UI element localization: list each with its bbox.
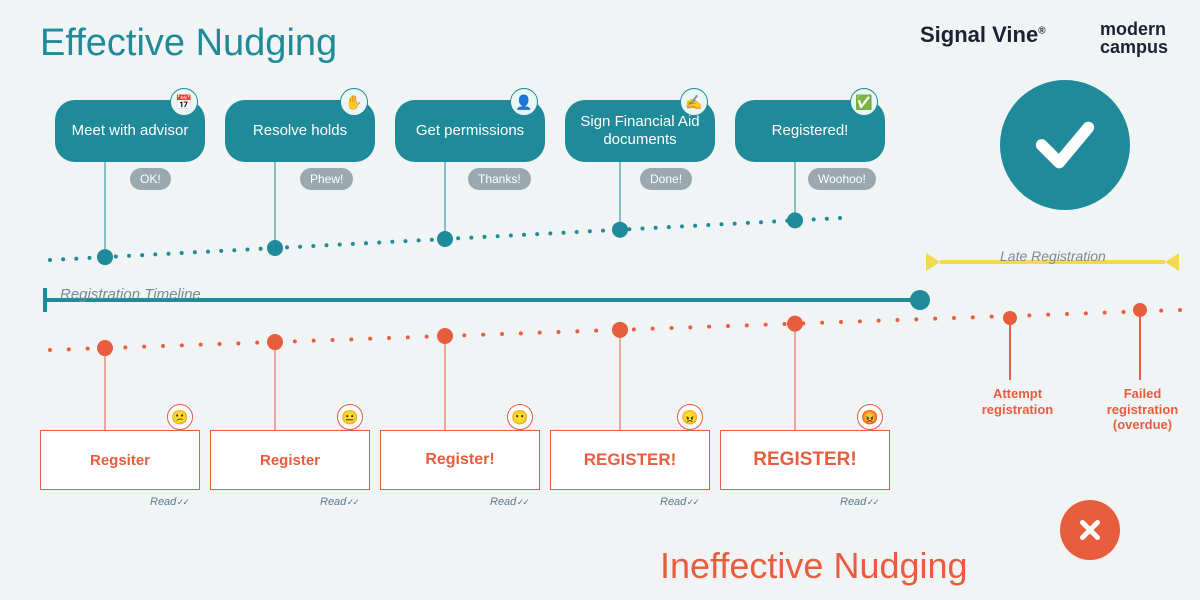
ineffective-emoji-3: 😠 — [677, 404, 703, 430]
effective-step-icon-2: 👤 — [510, 88, 538, 116]
ineffective-emoji-1: 😐 — [337, 404, 363, 430]
logo-signalvine: Signal Vine® — [920, 22, 1046, 48]
ineffective-step-3: REGISTER! — [550, 430, 710, 490]
ineffective-emoji-2: 😶 — [507, 404, 533, 430]
failure-label-0: Attempt registration — [970, 386, 1065, 417]
ineffective-step-1: Register — [210, 430, 370, 490]
ineffective-step-2: Register! — [380, 430, 540, 490]
ineffective-emoji-4: 😡 — [857, 404, 883, 430]
success-check-icon — [1000, 80, 1130, 210]
late-registration-label: Late Registration — [1000, 248, 1106, 264]
read-receipt-0: Read — [150, 496, 188, 508]
effective-reply-2: Thanks! — [468, 168, 531, 190]
effective-reply-4: Woohoo! — [808, 168, 876, 190]
failure-cross-icon — [1060, 500, 1120, 560]
failure-label-1: Failed registration (overdue) — [1095, 386, 1190, 433]
title-ineffective: Ineffective Nudging — [660, 545, 968, 587]
read-receipt-4: Read — [840, 496, 878, 508]
logo-signalvine-text: Signal Vine — [920, 22, 1038, 47]
ineffective-step-4: REGISTER! — [720, 430, 890, 490]
read-receipt-2: Read — [490, 496, 528, 508]
read-receipt-1: Read — [320, 496, 358, 508]
effective-step-icon-3: ✍️ — [680, 88, 708, 116]
read-receipt-3: Read — [660, 496, 698, 508]
ineffective-emoji-0: 😕 — [167, 404, 193, 430]
effective-step-icon-1: ✋ — [340, 88, 368, 116]
title-effective: Effective Nudging — [40, 22, 337, 65]
effective-step-icon-4: ✅ — [850, 88, 878, 116]
timeline-label: Registration Timeline — [60, 286, 201, 303]
logo-mc-line2: campus — [1100, 38, 1168, 56]
ineffective-step-0: Regsiter — [40, 430, 200, 490]
effective-reply-1: Phew! — [300, 168, 353, 190]
effective-step-icon-0: 📅 — [170, 88, 198, 116]
logo-mc-line1: modern — [1100, 20, 1168, 38]
effective-reply-0: OK! — [130, 168, 171, 190]
effective-reply-3: Done! — [640, 168, 692, 190]
logo-moderncampus: modern campus — [1100, 20, 1168, 56]
